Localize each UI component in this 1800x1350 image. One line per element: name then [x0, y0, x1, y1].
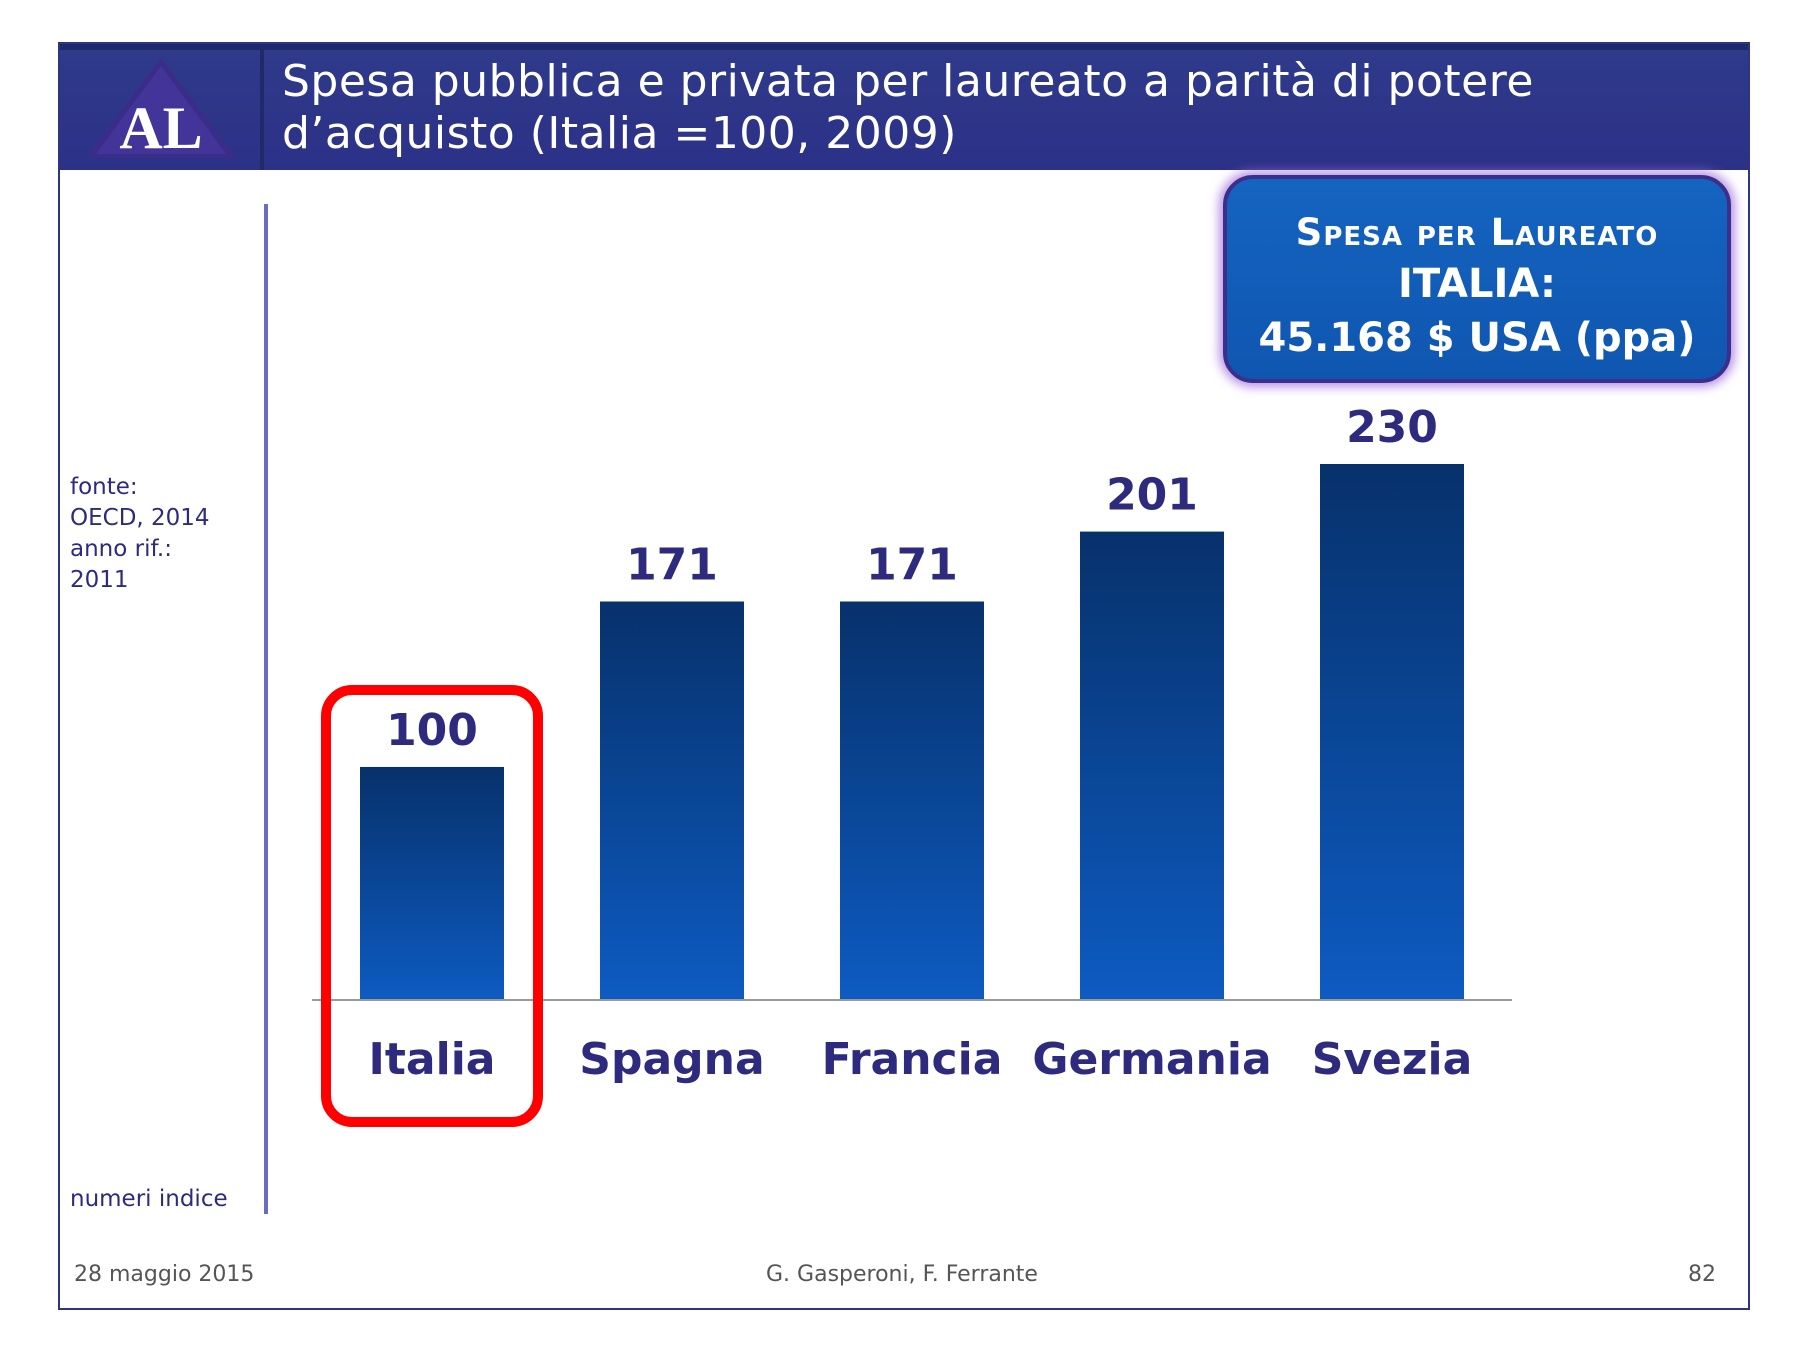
category-label-francia: Francia — [822, 1034, 1003, 1085]
slide: AL Spesa pubblica e privata per laureato… — [58, 42, 1750, 1310]
callout-amount: 45.168 $ USA (ppa) — [1258, 315, 1696, 361]
category-label-svezia: Svezia — [1312, 1034, 1473, 1085]
unit-note: numeri indice — [70, 1186, 228, 1212]
bar-francia — [840, 601, 984, 1000]
bar-italia — [360, 766, 504, 1000]
bar-germania — [1080, 531, 1224, 1000]
bar-spagna — [600, 601, 744, 1000]
italia-highlight-frame — [321, 685, 543, 1127]
value-label-svezia: 230 — [1346, 402, 1438, 453]
footer-authors: G. Gasperoni, F. Ferrante — [766, 1262, 1038, 1287]
slide-header: AL Spesa pubblica e privata per laureato… — [60, 44, 1748, 170]
bar-chart: 100 Italia 171 Spagna 171 Francia 201 Germania 2… — [312, 402, 1512, 1127]
value-label-francia: 171 — [866, 539, 958, 590]
value-label-germania: 201 — [1106, 470, 1198, 521]
logo-diamond-icon: AL — [86, 58, 236, 161]
footer-date: 28 maggio 2015 — [74, 1262, 255, 1287]
logo: AL — [60, 50, 264, 170]
callout-box: Spesa per Laureato ITALIA: 45.168 $ USA … — [1223, 175, 1731, 383]
callout-country: ITALIA: — [1397, 261, 1557, 307]
source-note: fonte: OECD, 2014 anno rif.: 2011 — [70, 472, 210, 596]
source-line: fonte: — [70, 474, 138, 500]
footer-page-number: 82 — [1688, 1262, 1716, 1287]
category-label-spagna: Spagna — [579, 1034, 764, 1085]
category-label-germania: Germania — [1032, 1034, 1271, 1085]
source-line: anno rif.: — [70, 536, 172, 562]
source-line: 2011 — [70, 567, 129, 593]
category-label-italia: Italia — [369, 1034, 496, 1085]
value-label-italia: 100 — [386, 705, 478, 756]
value-label-spagna: 171 — [626, 539, 718, 590]
source-line: OECD, 2014 — [70, 505, 210, 531]
bar-svezia — [1320, 464, 1464, 1000]
side-divider — [264, 204, 268, 1214]
logo-text: AL — [119, 95, 202, 161]
callout-heading: Spesa per Laureato — [1295, 211, 1659, 254]
page-title: Spesa pubblica e privata per laureato a … — [282, 56, 1534, 159]
